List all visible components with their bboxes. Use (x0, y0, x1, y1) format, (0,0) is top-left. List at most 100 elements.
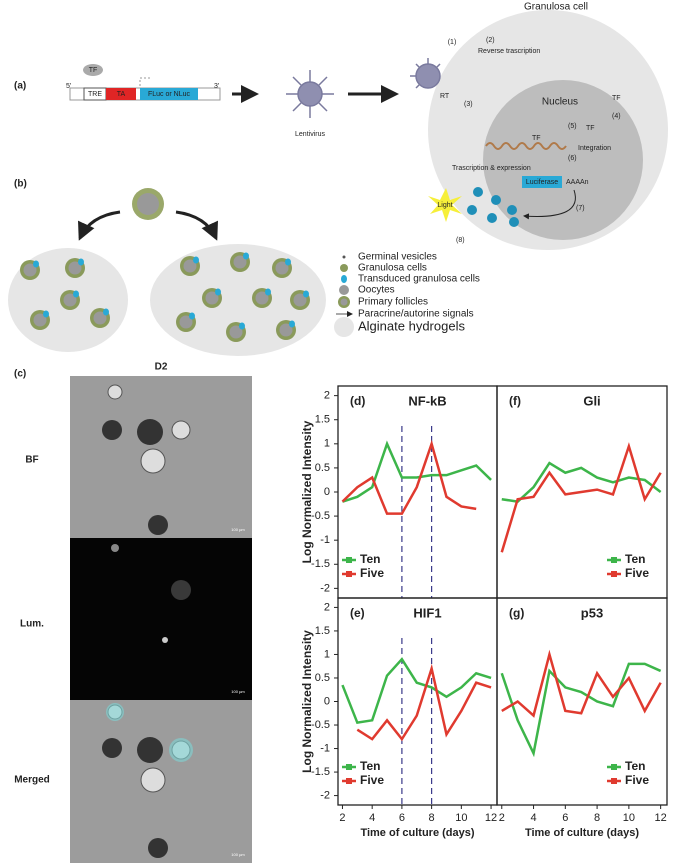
legend-text: Transduced granulosa cells (358, 274, 480, 285)
series-line (501, 461, 662, 503)
label: Granulosa cell (524, 2, 588, 13)
oocyte (63, 293, 77, 307)
y-axis-label: Log Normalized Intensity (300, 420, 314, 563)
scale-bar: 100 µm (231, 527, 245, 532)
legend-marker (611, 571, 617, 577)
series-line (500, 662, 662, 758)
legend-text: Alginate hydrogels (358, 318, 465, 333)
panel-b: (b) Germinal vesicles Granulosa cells Tr… (8, 179, 480, 356)
transduced-cell (289, 320, 295, 328)
luciferase-proteins (467, 187, 519, 227)
transduced-cell (73, 290, 79, 298)
arrow (78, 210, 121, 241)
virus (410, 58, 441, 89)
label: Reverse trascription (478, 48, 540, 55)
arrow (175, 210, 218, 241)
series-line (356, 663, 492, 742)
label: (1) (448, 39, 457, 46)
light-burst (428, 188, 462, 222)
lum-spots (111, 544, 191, 643)
oocyte (293, 293, 307, 307)
mrna-box (522, 176, 562, 188)
x-tick-label: 2 (499, 812, 505, 824)
legend-marker (611, 778, 617, 784)
legend-text: Primary follicles (358, 297, 428, 308)
transduced-cell (103, 308, 109, 316)
arrow (523, 189, 576, 220)
label: FLuc or NLuc (148, 91, 191, 98)
x-tick-label: 10 (455, 812, 467, 824)
legend-marker (611, 557, 617, 563)
label: (3) (464, 101, 473, 108)
chart-title: p53 (581, 605, 603, 620)
label: TF (612, 95, 621, 102)
legend-marker (346, 764, 352, 770)
x-tick-label: 12 (485, 812, 497, 824)
nucleus (483, 80, 643, 240)
series-line (341, 657, 492, 725)
oocyte (183, 259, 197, 273)
panel-label: (d) (350, 394, 365, 408)
y-tick-label: 0 (324, 695, 330, 707)
x-tick-label: 12 (655, 812, 667, 824)
legend-text: Five (360, 773, 384, 787)
series-line (342, 440, 492, 503)
x-axis-label: Time of culture (days) (525, 827, 639, 839)
label: TF (89, 67, 98, 74)
series-line (341, 439, 477, 515)
oocyte (93, 311, 107, 325)
y-tick-label: -1.5 (311, 558, 330, 570)
label: (8) (456, 237, 465, 244)
x-tick-label: 8 (594, 812, 600, 824)
panel-frame (496, 597, 668, 806)
x-tick-label: 8 (429, 812, 435, 824)
label: Luciferase (526, 179, 558, 186)
label: (6) (568, 155, 577, 162)
x-axis-label: Time of culture (days) (360, 827, 474, 839)
label: (5) (568, 123, 577, 130)
label: TF (586, 125, 595, 132)
legend-text: Oocytes (358, 285, 395, 296)
panel-label: (c) (14, 369, 26, 380)
y-tick-label: -2 (320, 582, 330, 594)
panel-c: (c) D2 BF Lum. Merged 100 µm 100 µm 100 … (14, 362, 252, 863)
panel-label: (f) (509, 394, 521, 408)
series-line (500, 442, 662, 553)
label: D2 (155, 362, 168, 373)
oocyte (23, 263, 37, 277)
panel-label: (g) (509, 606, 524, 620)
legend-marker (611, 764, 617, 770)
label: Trascription & expression (452, 165, 531, 172)
transduced-cell (193, 256, 199, 264)
legend-text: Germinal vesicles (358, 252, 437, 263)
oocyte (279, 323, 293, 337)
y-tick-label: 0 (324, 486, 330, 498)
oocyte (33, 313, 47, 327)
label: TRE (88, 91, 102, 98)
oocyte (255, 291, 269, 305)
y-axis-label: Log Normalized Intensity (300, 630, 314, 773)
transduced-cell (303, 290, 309, 298)
y-tick-label: -1 (320, 534, 330, 546)
legend-text: Paracrine/autorine signals (358, 309, 474, 320)
y-tick-label: -1 (320, 742, 330, 754)
row-label: BF (25, 455, 38, 466)
tf-icon (83, 64, 103, 76)
legend-text: Five (360, 566, 384, 580)
scale-bar: 100 µm (231, 852, 245, 857)
lum-image (70, 538, 252, 700)
y-tick-label: 1 (324, 438, 330, 450)
label: (7) (576, 205, 585, 212)
chart-title: NF-kB (408, 393, 446, 408)
y-tick-label: -0.5 (311, 719, 330, 731)
label: 3' (214, 83, 219, 90)
label: TF (532, 135, 541, 142)
oocyte (205, 291, 219, 305)
legend-text: Ten (360, 759, 380, 773)
legend-marker (346, 557, 352, 563)
transduced-cell (43, 310, 49, 318)
y-tick-label: -2 (320, 789, 330, 801)
x-tick-label: 10 (623, 812, 635, 824)
virus (286, 70, 334, 118)
